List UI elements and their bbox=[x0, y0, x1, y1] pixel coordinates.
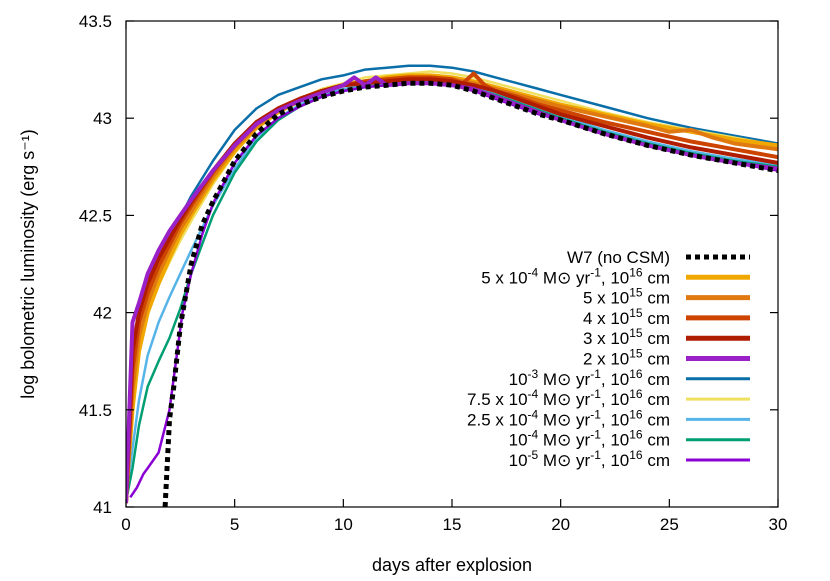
x-tick-label: 30 bbox=[769, 515, 788, 534]
x-tick-label: 25 bbox=[660, 515, 679, 534]
y-axis-title: log bolometric luminosity (erg s⁻¹) bbox=[18, 129, 38, 399]
legend-label-1: 5 x 10-4 M⊙ yr-1, 1016 cm bbox=[481, 265, 670, 287]
series-layer bbox=[126, 64, 778, 507]
axis-layer: 0 5 10 15 20 25 30 41 41.5 42 42.5 43 43.5 bbox=[79, 12, 788, 534]
y-tick-label: 43.5 bbox=[79, 12, 112, 31]
y-tick-label: 41 bbox=[93, 498, 112, 517]
x-axis-title: days after explosion bbox=[372, 555, 532, 575]
legend-label-2: 5 x 1015 cm bbox=[583, 286, 670, 308]
series-line-5 bbox=[126, 75, 778, 504]
legend-label-3: 4 x 1015 cm bbox=[583, 306, 670, 328]
y-tick-label: 43 bbox=[93, 109, 112, 128]
legend-label-10: 10-5 M⊙ yr-1, 1016 cm bbox=[509, 448, 670, 470]
plot-frame bbox=[125, 20, 779, 508]
x-tick-label: 5 bbox=[230, 515, 239, 534]
series-line-2 bbox=[126, 75, 778, 504]
legend-label-0: W7 (no CSM) bbox=[567, 248, 670, 267]
series-line-7 bbox=[126, 70, 778, 498]
x-tick-label: 0 bbox=[121, 515, 130, 534]
series-line-4 bbox=[126, 77, 778, 504]
legend-label-9: 10-4 M⊙ yr-1, 1016 cm bbox=[509, 428, 670, 450]
legend-label-7: 7.5 x 10-4 M⊙ yr-1, 1016 cm bbox=[467, 387, 670, 409]
legend: W7 (no CSM)5 x 10-4 M⊙ yr-1, 1016 cm5 x … bbox=[467, 248, 750, 470]
x-tick-label: 15 bbox=[443, 515, 462, 534]
series-line-8 bbox=[126, 80, 778, 498]
series-line-3 bbox=[126, 71, 778, 504]
x-tick-label: 20 bbox=[551, 515, 570, 534]
y-tick-label: 42 bbox=[93, 304, 112, 323]
y-tick-label: 41.5 bbox=[79, 401, 112, 420]
series-line-0 bbox=[162, 80, 778, 507]
legend-label-8: 2.5 x 10-4 M⊙ yr-1, 1016 cm bbox=[467, 407, 670, 429]
legend-label-6: 10-3 M⊙ yr-1, 1016 cm bbox=[509, 367, 670, 389]
legend-label-4: 3 x 1015 cm bbox=[583, 326, 670, 348]
y-tick-label: 42.5 bbox=[79, 206, 112, 225]
x-tick-label: 10 bbox=[334, 515, 353, 534]
legend-label-5: 2 x 1015 cm bbox=[583, 347, 670, 369]
